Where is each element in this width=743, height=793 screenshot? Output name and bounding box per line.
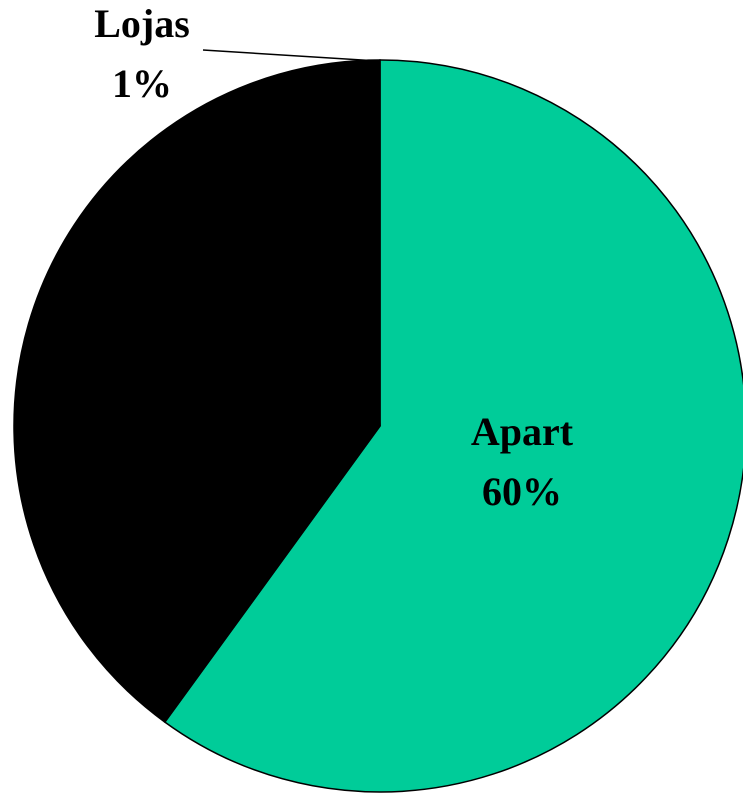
pie-slice-salas [13,59,381,724]
slice-label-salas: Salas [174,359,263,404]
slice-label-lojas: Lojas [94,1,190,46]
pie-slices [13,59,743,793]
pie-slice-apart [163,59,743,793]
slice-percent-lojas: 1% [112,61,172,106]
lojas-leader-line [202,49,379,62]
slice-label-apart: Apart [471,409,574,454]
pie-labels: Apart 60% Salas 39% Lojas 1% [94,1,574,514]
slice-percent-salas: 39% [178,418,258,463]
slice-percent-apart: 60% [482,469,562,514]
